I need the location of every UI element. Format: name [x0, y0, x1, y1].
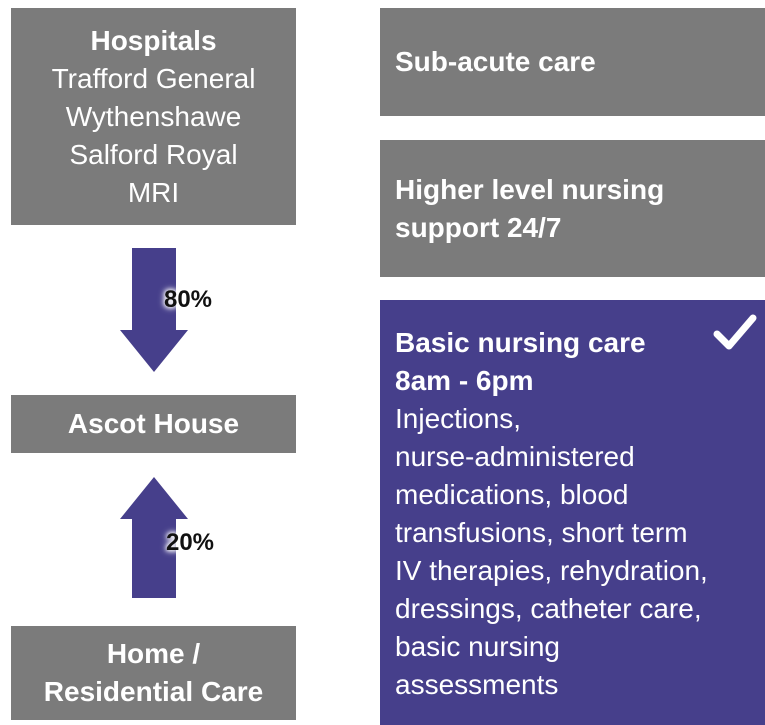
check-icon [713, 314, 757, 350]
care-detail: transfusions, short term [395, 517, 688, 548]
arrow-up [120, 477, 188, 598]
care-detail: basic nursing [395, 631, 560, 662]
care-title: 8am - 6pm [395, 365, 534, 396]
home-title: Home / [106, 638, 201, 669]
hospital-name: Salford Royal [69, 138, 238, 170]
care-detail: dressings, catheter care, [395, 593, 702, 624]
care-title: Basic nursing care [395, 327, 646, 358]
care-box: Sub-acute care [380, 8, 765, 116]
hospitals-box: Hospitals Trafford General Wythenshawe Sal… [11, 8, 296, 225]
hospital-name: Wythenshawe [65, 100, 242, 132]
hospital-name: MRI [127, 176, 180, 208]
care-title: Sub-acute care [395, 46, 596, 77]
care-detail: Injections, [395, 403, 522, 434]
home-title: Residential Care [43, 676, 264, 707]
ascot-title: Ascot House [67, 408, 240, 439]
hospital-name: Trafford General [51, 62, 256, 94]
arrow-label: 80% [163, 286, 213, 313]
home-box: Home / Residential Care [11, 626, 296, 720]
hospitals-title: Hospitals [90, 24, 217, 56]
arrow-label: 20% [165, 529, 215, 556]
care-title: Higher level nursing [395, 173, 665, 205]
arrow-down [120, 248, 188, 372]
care-detail: assessments [395, 669, 559, 700]
care-detail: IV therapies, rehydration, [395, 555, 708, 586]
care-title: support 24/7 [395, 211, 562, 243]
care-detail: medications, blood [395, 479, 629, 510]
care-box: Higher level nursing support 24/7 [380, 140, 765, 277]
ascot-box: Ascot House [11, 395, 296, 453]
hospitals-list: Trafford General Wythenshawe Salford Royal… [52, 60, 256, 212]
care-box-selected: Basic nursing care 8am - 6pm Injections, nu… [380, 300, 765, 725]
care-detail: nurse-administered [395, 441, 635, 472]
